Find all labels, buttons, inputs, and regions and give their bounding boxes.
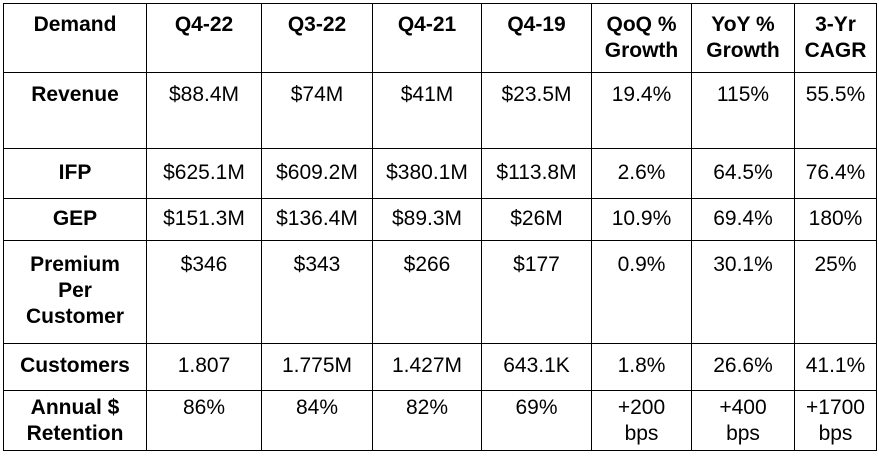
table-cell: 25% — [794, 240, 877, 344]
table-cell: 41.1% — [794, 343, 877, 391]
row-label-revenue: Revenue — [3, 72, 147, 149]
row-label-customers: Customers — [3, 343, 147, 391]
table-cell: 1.427M — [372, 343, 482, 391]
column-header-qoq-growth: QoQ % Growth — [591, 3, 692, 73]
table-row-gep: GEP $151.3M $136.4M $89.3M $26M 10.9% 69.4% 180… — [3, 198, 877, 241]
table-cell: 76.4% — [794, 148, 877, 199]
table-cell: 69.4% — [691, 198, 795, 241]
table-cell: 2.6% — [591, 148, 692, 199]
row-label-premium-per-customer: Premium Per Customer — [3, 240, 147, 344]
table-cell: $380.1M — [372, 148, 482, 199]
table-cell: $89.3M — [372, 198, 482, 241]
table-cell: $23.5M — [481, 72, 592, 149]
column-header-yoy-growth: YoY % Growth — [691, 3, 795, 73]
table-cell: $41M — [372, 72, 482, 149]
table-cell: 115% — [691, 72, 795, 149]
table-cell: $266 — [372, 240, 482, 344]
table-row-premium-per-customer: Premium Per Customer $346 $343 $266 $177 0.9% 30… — [3, 240, 877, 344]
table-cell: 0.9% — [591, 240, 692, 344]
table-cell: $88.4M — [146, 72, 262, 149]
table-cell: $609.2M — [261, 148, 373, 199]
table-cell: +1700 bps — [794, 390, 877, 451]
table-cell: +200 bps — [591, 390, 692, 451]
column-header-demand: Demand — [3, 3, 147, 73]
demand-table: Demand Q4-22 Q3-22 Q4-21 Q4-19 QoQ % Grow… — [3, 3, 877, 451]
table-cell: 180% — [794, 198, 877, 241]
column-header-3yr-cagr: 3-Yr CAGR — [794, 3, 877, 73]
table-cell: $625.1M — [146, 148, 262, 199]
column-header-q3-22: Q3-22 — [261, 3, 373, 73]
table-cell: $113.8M — [481, 148, 592, 199]
header-row: Demand Q4-22 Q3-22 Q4-21 Q4-19 QoQ % Grow… — [3, 3, 877, 73]
table-cell: +400 bps — [691, 390, 795, 451]
table-cell: 1.8% — [591, 343, 692, 391]
table-cell: 1.807 — [146, 343, 262, 391]
row-label-annual-retention: Annual $ Retention — [3, 390, 147, 451]
table-cell: 19.4% — [591, 72, 692, 149]
column-header-q4-22: Q4-22 — [146, 3, 262, 73]
table-cell: 55.5% — [794, 72, 877, 149]
table-row-ifp: IFP $625.1M $609.2M $380.1M $113.8M 2.6% 64.5%… — [3, 148, 877, 199]
table-row-customers: Customers 1.807 1.775M 1.427M 643.1K 1.8% 26.6… — [3, 343, 877, 391]
table-cell: $346 — [146, 240, 262, 344]
table-cell: 64.5% — [691, 148, 795, 199]
table-cell: 84% — [261, 390, 373, 451]
table-cell: $26M — [481, 198, 592, 241]
table-cell: 82% — [372, 390, 482, 451]
table-row-revenue: Revenue $88.4M $74M $41M $23.5M 19.4% 115% 55.5… — [3, 72, 877, 149]
row-label-gep: GEP — [3, 198, 147, 241]
table-cell: 69% — [481, 390, 592, 451]
column-header-q4-21: Q4-21 — [372, 3, 482, 73]
table-cell: 26.6% — [691, 343, 795, 391]
table-cell: 643.1K — [481, 343, 592, 391]
table-cell: $74M — [261, 72, 373, 149]
table-cell: $343 — [261, 240, 373, 344]
column-header-q4-19: Q4-19 — [481, 3, 592, 73]
table-row-annual-retention: Annual $ Retention 86% 84% 82% 69% +200 bps +400… — [3, 390, 877, 451]
table-cell: 86% — [146, 390, 262, 451]
table-cell: 10.9% — [591, 198, 692, 241]
row-label-ifp: IFP — [3, 148, 147, 199]
table-cell: 1.775M — [261, 343, 373, 391]
table-cell: 30.1% — [691, 240, 795, 344]
table-cell: $136.4M — [261, 198, 373, 241]
table-cell: $151.3M — [146, 198, 262, 241]
table-cell: $177 — [481, 240, 592, 344]
